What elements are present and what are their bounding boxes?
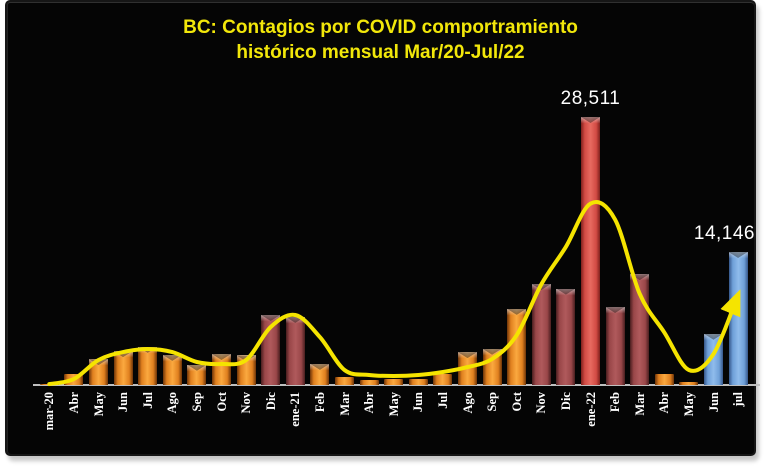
x-label-Jun: Jun <box>706 392 721 413</box>
x-label-Jul: Jul <box>140 392 155 409</box>
bar-top-sheen <box>581 117 600 125</box>
bar-10-ene-21 <box>285 316 305 385</box>
bar-26-May <box>679 381 699 385</box>
x-label-mar-20: mar-20 <box>42 392 57 431</box>
chart-title: BC: Contagios por COVID comportramiento … <box>7 15 754 65</box>
bar-20-Nov <box>531 283 551 385</box>
x-label-Dic: Dic <box>263 392 278 411</box>
x-label-Sep: Sep <box>189 392 204 412</box>
x-label-Abr: Abr <box>657 392 672 414</box>
x-label-Abr: Abr <box>66 392 81 414</box>
bar-21-Dic <box>556 288 576 385</box>
bar-14-May <box>384 378 404 385</box>
x-label-Mar: Mar <box>337 392 352 416</box>
x-label-Nov: Nov <box>239 392 254 414</box>
x-label-ene-22: ene-22 <box>583 392 598 427</box>
bar-3-Jun <box>113 351 133 385</box>
x-label-Jul: Jul <box>435 392 450 409</box>
bar-9-Dic <box>261 314 281 385</box>
bar-4-Jul <box>138 346 158 385</box>
x-label-May: May <box>386 392 401 417</box>
bar-27-Jun <box>704 333 723 385</box>
x-label-May: May <box>681 392 696 417</box>
bar-5-Ago <box>162 354 182 385</box>
x-label-Dic: Dic <box>558 392 573 411</box>
bar-6-Sep <box>187 364 207 385</box>
x-label-May: May <box>91 392 106 417</box>
bar-2-May <box>89 359 108 385</box>
chart-title-line-1: BC: Contagios por COVID comportramiento <box>183 17 578 38</box>
bar-1-Abr <box>64 373 84 385</box>
bar-17-Ago <box>458 352 477 385</box>
bar-top-notch <box>581 117 600 123</box>
callout-28511: 28,511 <box>560 88 621 109</box>
bar-24-Mar <box>630 274 650 385</box>
bar-23-Feb <box>605 306 625 385</box>
x-label-Feb: Feb <box>312 392 327 413</box>
x-label-Mar: Mar <box>632 392 647 416</box>
bar-8-Nov <box>236 355 256 385</box>
bar-13-Abr <box>359 380 379 385</box>
bar-28-jul <box>728 252 748 385</box>
bar-15-Jun <box>408 378 428 385</box>
x-label-Ago: Ago <box>165 392 180 414</box>
bar-18-Sep <box>482 348 502 385</box>
bar-22-ene-22 <box>581 117 600 385</box>
x-label-ene-21: ene-21 <box>288 392 303 427</box>
x-label-Feb: Feb <box>608 392 623 413</box>
chart-title-line-2: histórico mensual Mar/20-Jul/22 <box>236 42 525 63</box>
bar-0-mar-20 <box>39 383 59 385</box>
x-label-Jun: Jun <box>116 392 131 413</box>
bar-12-Mar <box>335 377 354 385</box>
callout-14146: 14,146 <box>693 223 755 245</box>
bar-7-Oct <box>212 353 231 385</box>
trend-line-layer <box>47 200 741 387</box>
bar-25-Abr <box>654 373 674 385</box>
x-label-jul: jul <box>731 392 746 407</box>
x-label-Nov: Nov <box>534 392 549 414</box>
bar-19-Oct <box>507 308 527 385</box>
x-label-Ago: Ago <box>460 392 475 414</box>
bar-16-Jul <box>433 373 453 385</box>
x-label-Oct: Oct <box>509 392 524 412</box>
chart-panel: BC: Contagios por COVID comportramiento … <box>5 0 760 456</box>
x-label-Sep: Sep <box>485 392 500 412</box>
x-label-Abr: Abr <box>362 392 377 414</box>
x-label-Oct: Oct <box>214 392 229 412</box>
bar-11-Feb <box>310 363 330 385</box>
x-label-Jun: Jun <box>411 392 426 413</box>
